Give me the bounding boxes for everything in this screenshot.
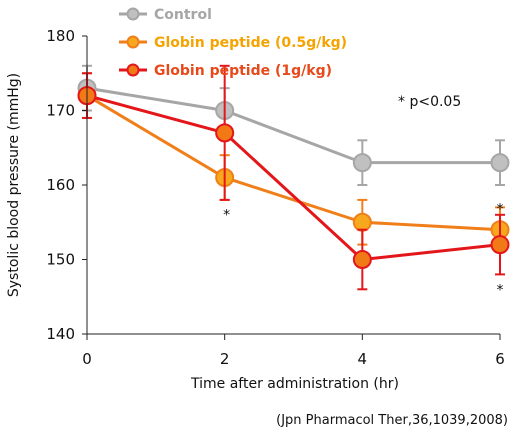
x-tick-label-0: 0 <box>82 350 92 368</box>
legend: Control Globin peptide (0.5g/kg) Globin pe… <box>119 7 347 79</box>
y-tick-label-170: 170 <box>46 102 75 120</box>
legend-swatch-marker-1 <box>126 35 140 49</box>
data-point-2-1 <box>215 123 235 143</box>
legend-item-2: Globin peptide (1g/kg) <box>119 63 332 79</box>
series-line-2 <box>86 94 501 261</box>
series-line-1 <box>86 94 501 232</box>
y-axis-title: Systolic blood pressure (mmHg) <box>6 73 22 297</box>
y-tick-label-150: 150 <box>46 251 75 269</box>
y-tick-label-180: 180 <box>46 27 75 45</box>
data-point-2-2 <box>352 250 372 269</box>
plot-area: * * * <box>77 64 510 299</box>
legend-swatch-marker-0 <box>126 7 140 21</box>
x-axis-title: Time after administration (hr) <box>190 376 399 392</box>
x-tick-label-2: 2 <box>220 350 230 368</box>
source-citation: (Jpn Pharmacol Ther,36,1039,2008) <box>276 413 508 428</box>
significance-mark-1: * <box>497 202 504 218</box>
data-point-2-3 <box>490 235 510 255</box>
legend-swatch-marker-2 <box>126 63 140 77</box>
x-tick-label-6: 6 <box>495 350 505 368</box>
significance-mark-2: * <box>497 283 504 299</box>
series-line-0 <box>86 86 500 165</box>
series-0 <box>77 64 510 186</box>
y-tick-label-140: 140 <box>46 325 75 343</box>
legend-label-2: Globin peptide (1g/kg) <box>154 63 332 79</box>
data-point-0-3 <box>490 153 510 173</box>
axes: 140 150 160 170 180 0 2 4 6 <box>46 27 504 368</box>
x-tick-label-4: 4 <box>358 350 368 368</box>
y-tick-label-160: 160 <box>46 176 75 194</box>
data-point-1-2 <box>352 212 372 232</box>
legend-item-1: Globin peptide (0.5g/kg) <box>119 35 347 51</box>
legend-label-1: Globin peptide (0.5g/kg) <box>154 35 347 51</box>
significance-mark-0: * <box>223 208 230 224</box>
data-point-0-2 <box>352 153 372 173</box>
significance-note: * p<0.05 <box>398 94 461 110</box>
legend-item-0: Control <box>119 7 212 23</box>
legend-label-0: Control <box>154 7 212 23</box>
